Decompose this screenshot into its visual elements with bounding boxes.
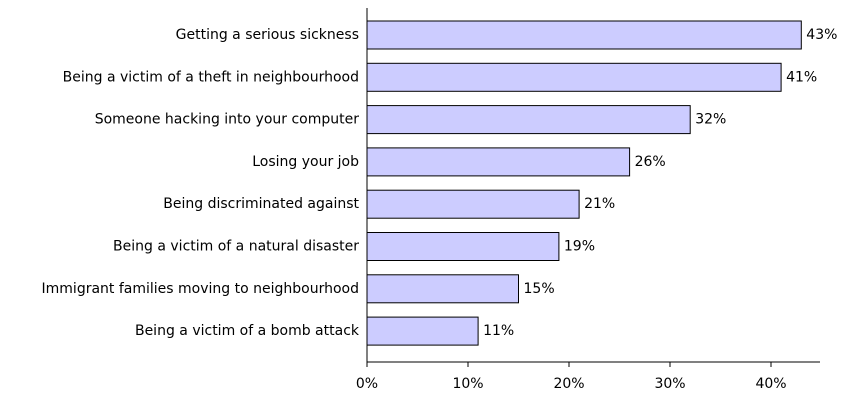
value-label: 26% <box>635 154 666 170</box>
bar <box>366 189 580 219</box>
x-tick-label: 40% <box>755 376 786 392</box>
value-label: 21% <box>584 196 615 212</box>
category-label: Being a victim of a bomb attack <box>135 323 360 339</box>
category-label: Losing your job <box>252 154 359 170</box>
axes-group <box>366 8 820 363</box>
bar <box>366 105 691 135</box>
x-tick-label: 10% <box>452 376 483 392</box>
category-labels-group: Getting a serious sickness Being a victim… <box>42 27 360 339</box>
value-label: 41% <box>786 69 817 85</box>
category-label: Immigrant families moving to neighbourho… <box>42 281 359 297</box>
value-label: 15% <box>524 281 555 297</box>
bars-group <box>366 20 802 346</box>
bar <box>366 147 631 177</box>
bar <box>366 274 519 304</box>
category-label: Someone hacking into your computer <box>95 112 360 128</box>
category-label: Being discriminated against <box>163 196 359 212</box>
bar <box>366 20 802 50</box>
value-label: 19% <box>564 239 595 255</box>
x-tick-label: 30% <box>654 376 685 392</box>
value-label: 11% <box>483 323 514 339</box>
x-tick-label: 20% <box>553 376 584 392</box>
bar <box>366 232 560 261</box>
x-ticks-group: 0% 10% 20% 30% 40% <box>356 362 787 392</box>
value-label: 43% <box>806 27 837 43</box>
value-label: 32% <box>695 112 726 128</box>
category-label: Being a victim of a natural disaster <box>113 239 359 255</box>
x-tick-label: 0% <box>356 376 378 392</box>
bar <box>366 316 479 346</box>
bar <box>366 62 782 92</box>
value-labels-group: 43% 41% 32% 26% 21% 19% 15% 11% <box>483 27 837 339</box>
category-label: Being a victim of a theft in neighbourho… <box>63 69 359 85</box>
category-label: Getting a serious sickness <box>176 27 359 43</box>
